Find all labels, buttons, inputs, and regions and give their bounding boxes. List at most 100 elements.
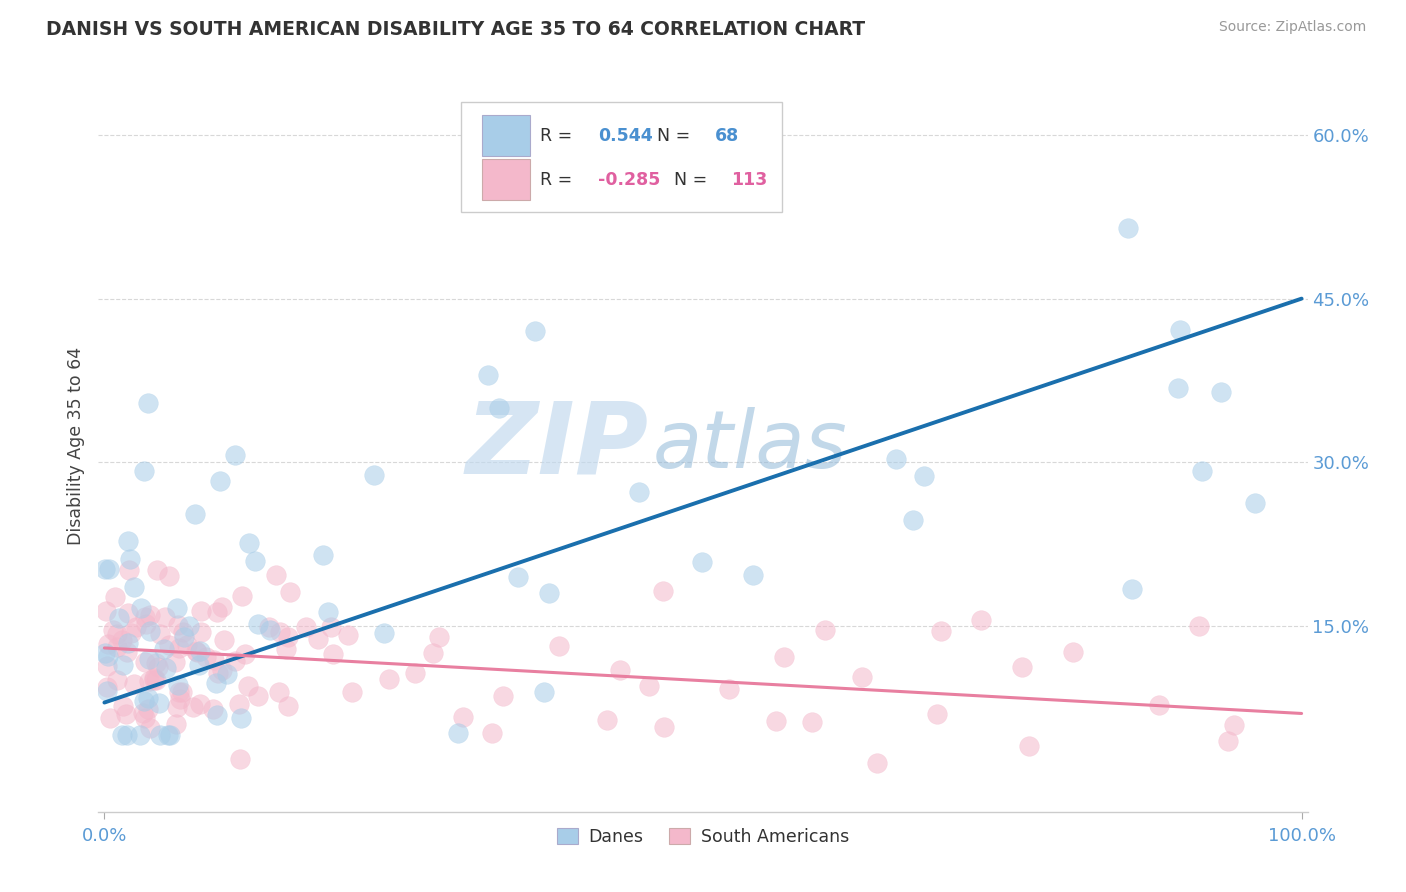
Point — [117, 606, 139, 620]
Point — [167, 677, 190, 691]
Point — [609, 663, 631, 677]
Point — [373, 626, 395, 640]
Point — [652, 720, 675, 734]
Point — [167, 685, 190, 699]
Point — [316, 605, 339, 619]
Point — [651, 584, 673, 599]
Point — [446, 726, 468, 740]
Point — [94, 562, 117, 576]
Point — [111, 657, 134, 672]
Point — [97, 637, 120, 651]
Point — [814, 623, 837, 637]
Point — [120, 552, 142, 566]
Point — [148, 696, 170, 710]
Point — [322, 647, 344, 661]
Point — [96, 680, 118, 694]
Point — [157, 639, 180, 653]
Point — [115, 706, 138, 721]
Point — [524, 324, 547, 338]
Point — [628, 484, 651, 499]
Point — [139, 624, 162, 639]
Point — [167, 640, 190, 655]
Point — [800, 714, 823, 729]
Point — [205, 676, 228, 690]
Point — [1211, 384, 1233, 399]
Point — [229, 752, 252, 766]
Point — [765, 714, 787, 728]
Point — [506, 569, 529, 583]
Text: 68: 68 — [716, 127, 740, 145]
Point — [451, 710, 474, 724]
Text: R =: R = — [540, 170, 578, 189]
Text: 113: 113 — [731, 170, 768, 189]
Bar — [482, 160, 530, 200]
Point — [337, 628, 360, 642]
Point — [312, 548, 335, 562]
Point — [224, 449, 246, 463]
Text: ZIP: ZIP — [465, 398, 648, 494]
Point — [173, 630, 195, 644]
Point — [1018, 739, 1040, 754]
Point — [169, 692, 191, 706]
Point — [267, 685, 290, 699]
Point — [638, 679, 661, 693]
Point — [1168, 323, 1191, 337]
Point — [145, 673, 167, 687]
Point — [145, 657, 167, 671]
Point — [172, 625, 194, 640]
Point — [231, 711, 253, 725]
Point — [186, 645, 208, 659]
Point — [117, 533, 139, 548]
Point — [912, 469, 935, 483]
Point — [166, 699, 188, 714]
Point — [98, 710, 121, 724]
Point — [118, 563, 141, 577]
Y-axis label: Disability Age 35 to 64: Disability Age 35 to 64 — [66, 347, 84, 545]
Point — [132, 464, 155, 478]
Point — [481, 725, 503, 739]
Point — [1062, 645, 1084, 659]
Point — [101, 623, 124, 637]
Point — [111, 699, 134, 714]
Point — [165, 717, 187, 731]
Point — [1243, 496, 1265, 510]
Point — [120, 626, 142, 640]
Point — [134, 711, 156, 725]
Point — [108, 611, 131, 625]
Point — [138, 673, 160, 688]
Point — [538, 585, 561, 599]
Point — [1147, 698, 1170, 713]
Point — [741, 567, 763, 582]
Point — [903, 513, 925, 527]
Point — [159, 728, 181, 742]
Point — [170, 684, 193, 698]
Point — [188, 643, 211, 657]
Point — [207, 605, 229, 619]
Point — [143, 671, 166, 685]
Point — [342, 685, 364, 699]
Point — [211, 600, 233, 615]
Legend: Danes, South Americans: Danes, South Americans — [550, 821, 856, 853]
Point — [176, 638, 198, 652]
Point — [122, 580, 145, 594]
Point — [690, 555, 713, 569]
Point — [243, 554, 266, 568]
Point — [136, 702, 159, 716]
Point — [201, 702, 224, 716]
Point — [148, 660, 170, 674]
Text: Source: ZipAtlas.com: Source: ZipAtlas.com — [1219, 20, 1367, 34]
Point — [718, 682, 741, 697]
Point — [194, 649, 217, 664]
Point — [177, 619, 200, 633]
Point — [1167, 381, 1189, 395]
Point — [205, 707, 228, 722]
Point — [129, 728, 152, 742]
Point — [238, 536, 260, 550]
Point — [422, 646, 444, 660]
Point — [129, 601, 152, 615]
Point — [772, 650, 794, 665]
Point — [231, 589, 253, 603]
Point — [259, 623, 281, 637]
Point — [1191, 464, 1213, 478]
Point — [105, 673, 128, 688]
